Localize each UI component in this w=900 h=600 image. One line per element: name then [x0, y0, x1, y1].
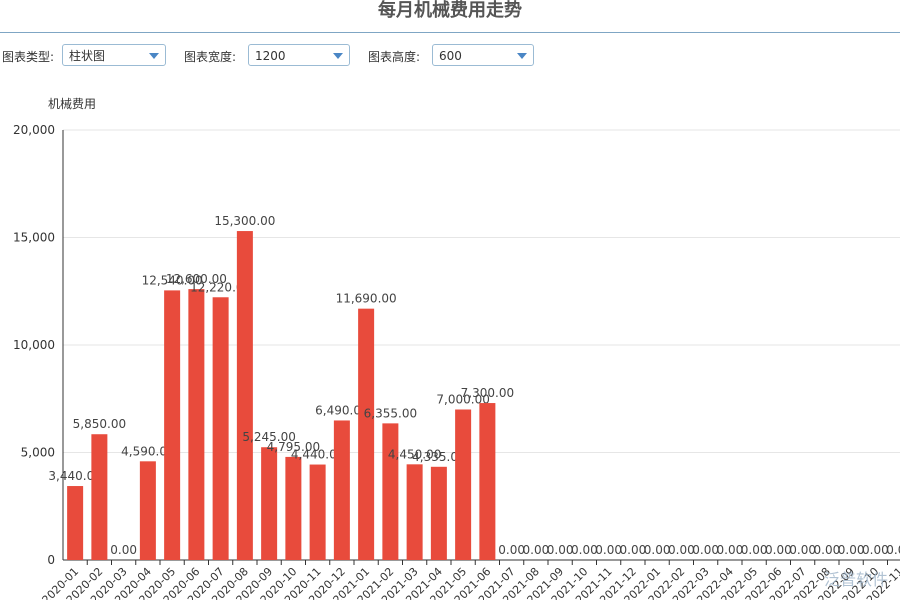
bar: [333, 420, 350, 560]
data-label: 0.00: [547, 543, 574, 557]
chart-height-value: 600: [439, 49, 462, 63]
page-title: 每月机械费用走势: [0, 0, 900, 33]
data-label: 0.00: [595, 543, 622, 557]
data-label: 0.00: [523, 543, 550, 557]
chart-type-select[interactable]: 柱状图: [62, 44, 166, 66]
data-label: 3,440.00: [48, 469, 101, 483]
bar: [406, 464, 423, 560]
bar: [309, 464, 326, 560]
data-label: 4,440.00: [291, 448, 344, 462]
data-label: 0.00: [644, 543, 671, 557]
watermark-logo: 泛普软件: [823, 570, 888, 589]
chart-controls: 图表类型: 柱状图 图表宽度: 1200 图表高度: 600: [0, 42, 900, 70]
data-label: 0.00: [765, 543, 792, 557]
data-label: 7,000.00: [436, 393, 489, 407]
y-tick-label: 15,000: [13, 231, 55, 245]
data-label: 0.00: [886, 543, 900, 557]
chart-width-value: 1200: [255, 49, 286, 63]
data-label: 4,795.00: [267, 440, 320, 454]
data-label: 4,335.00: [412, 450, 465, 464]
data-label: 0.00: [668, 543, 695, 557]
data-label: 7,300.00: [461, 386, 514, 400]
data-label: 6,355.00: [364, 406, 417, 420]
chart-type-label: 图表类型:: [2, 50, 55, 64]
bar: [91, 434, 108, 560]
y-tick-label: 20,000: [13, 123, 55, 137]
chart-height-label: 图表高度:: [368, 50, 421, 64]
bar: [261, 447, 278, 560]
chevron-down-icon: [517, 53, 527, 59]
data-label: 0.00: [692, 543, 719, 557]
y-tick-label: 10,000: [13, 338, 55, 352]
data-label: 0.00: [838, 543, 865, 557]
bar: [139, 461, 156, 560]
y-axis-label: 机械费用: [48, 96, 96, 111]
data-label: 12,540.00: [142, 273, 203, 287]
data-label: 4,450.00: [388, 447, 441, 461]
data-label: 6,490.00: [315, 403, 368, 417]
data-label: 12,600.00: [166, 272, 227, 286]
data-label: 0.00: [862, 543, 889, 557]
chart-type-value: 柱状图: [69, 49, 106, 63]
data-label: 0.00: [814, 543, 841, 557]
bar: [430, 466, 447, 560]
data-label: 4,590.00: [121, 444, 174, 458]
bar: [164, 290, 181, 560]
bar: [479, 403, 496, 560]
bar: [285, 456, 302, 560]
bar: [358, 308, 375, 560]
data-label: 0.00: [741, 543, 768, 557]
data-label: 12,220.00: [190, 280, 251, 294]
chevron-down-icon: [333, 53, 343, 59]
bar: [236, 231, 253, 561]
chart-width-select[interactable]: 1200: [248, 44, 350, 66]
data-label: 5,850.00: [73, 417, 126, 431]
data-label: 15,300.00: [214, 214, 275, 228]
bar-chart: 机械费用05,00010,00015,00020,0003,440.002020…: [13, 96, 900, 600]
chart-height-select[interactable]: 600: [432, 44, 534, 66]
bar: [382, 423, 399, 560]
chevron-down-icon: [149, 53, 159, 59]
data-label: 0.00: [717, 543, 744, 557]
data-label: 11,690.00: [336, 292, 397, 306]
data-label: 0.00: [789, 543, 816, 557]
bar: [212, 297, 229, 560]
y-tick-label: 5,000: [21, 446, 55, 460]
bar: [455, 409, 472, 560]
data-label: 0.00: [620, 543, 647, 557]
data-label: 0.00: [498, 543, 525, 557]
y-tick-label: 0: [47, 553, 55, 567]
chart-width-label: 图表宽度:: [184, 50, 237, 64]
data-label: 0.00: [571, 543, 598, 557]
data-label: 0.00: [110, 543, 137, 557]
data-label: 5,245.00: [242, 430, 295, 444]
bar: [188, 289, 205, 560]
bar: [67, 486, 84, 560]
